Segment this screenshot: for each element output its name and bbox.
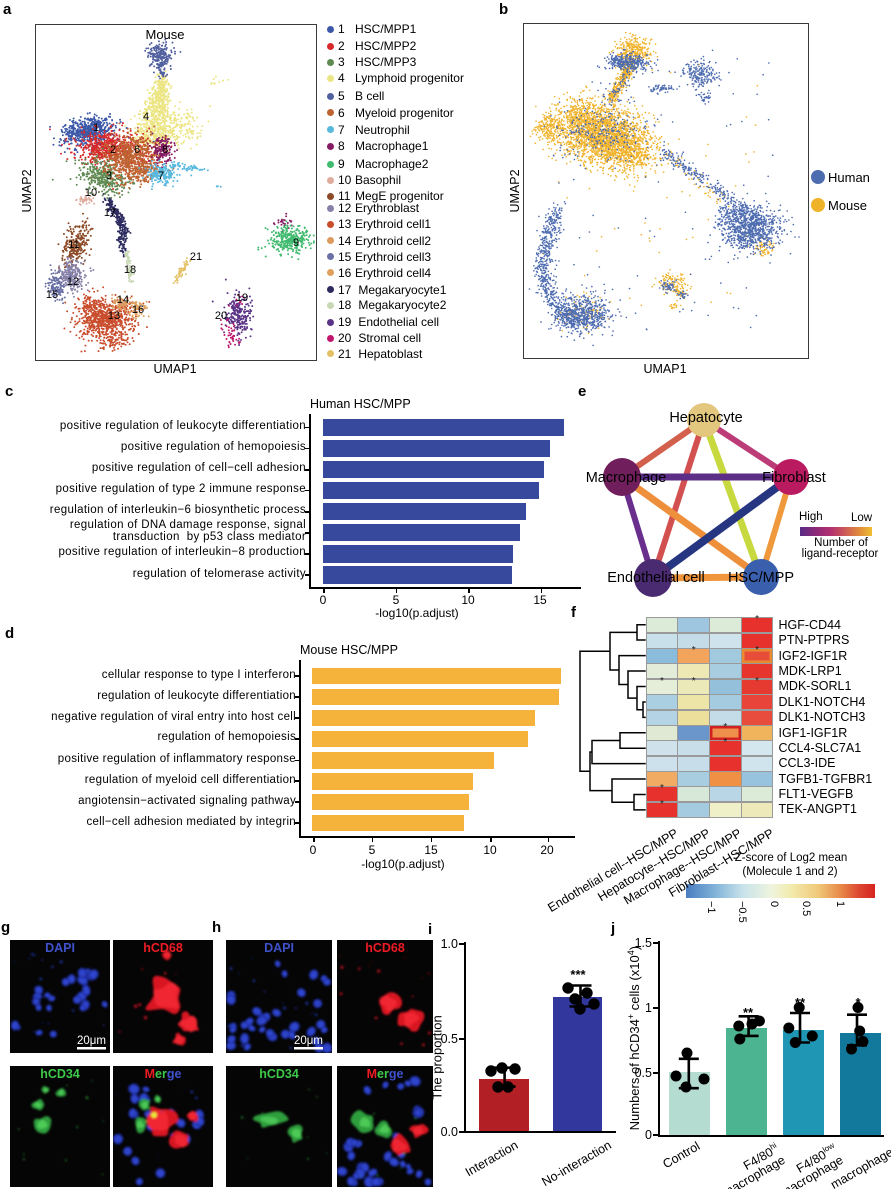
svg-text:Fibroblast: Fibroblast: [762, 470, 826, 486]
svg-text:Endothelial cell: Endothelial cell: [607, 570, 705, 586]
svg-text:Macrophage: Macrophage: [586, 470, 667, 486]
svg-text:Hepatocyte: Hepatocyte: [669, 410, 742, 426]
svg-text:HSC/MPP: HSC/MPP: [728, 570, 794, 586]
svg-text:20μm: 20μm: [294, 1035, 323, 1047]
svg-text:20μm: 20μm: [77, 1035, 106, 1047]
